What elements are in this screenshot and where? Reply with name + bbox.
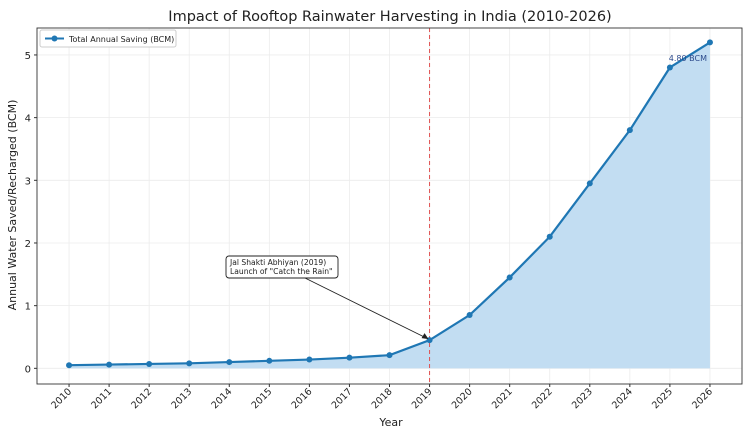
data-point xyxy=(386,352,393,359)
y-tick-label: 5 xyxy=(25,51,31,62)
x-tick-label: 2019 xyxy=(410,386,435,411)
data-point xyxy=(626,127,633,134)
data-point xyxy=(666,64,673,71)
x-tick-label: 2023 xyxy=(570,386,595,411)
data-point xyxy=(346,354,353,361)
data-point xyxy=(586,180,593,187)
x-tick-label: 2015 xyxy=(250,386,275,411)
x-tick-label: 2014 xyxy=(210,386,235,411)
x-axis-label: Year xyxy=(378,416,403,429)
data-point xyxy=(186,360,193,367)
x-tick-label: 2024 xyxy=(610,386,635,411)
y-tick-label: 3 xyxy=(25,176,31,187)
y-tick-label: 0 xyxy=(25,364,31,375)
y-axis-label: Annual Water Saved/Recharged (BCM) xyxy=(6,100,19,311)
x-tick-label: 2018 xyxy=(370,386,395,411)
x-tick-label: 2022 xyxy=(530,386,555,411)
x-tick-label: 2012 xyxy=(129,386,154,411)
x-tick-label: 2013 xyxy=(169,386,194,411)
data-point xyxy=(106,361,113,368)
data-point xyxy=(306,356,313,363)
annotation-text: Launch of "Catch the Rain" xyxy=(230,267,333,276)
x-tick-label: 2011 xyxy=(89,386,114,411)
annotation-arrow xyxy=(304,277,427,339)
x-tick-label: 2025 xyxy=(650,386,675,411)
x-tick-label: 2010 xyxy=(49,386,74,411)
data-point xyxy=(466,312,473,319)
data-point xyxy=(66,362,73,369)
x-tick-label: 2017 xyxy=(330,386,355,411)
annotation-box xyxy=(225,255,339,279)
x-tick-label: 2026 xyxy=(690,386,715,411)
arrow-head-icon xyxy=(421,333,429,340)
x-tick-label: 2020 xyxy=(450,386,475,411)
legend-marker-icon xyxy=(51,35,58,42)
data-label: 4.80 BCM xyxy=(669,54,707,63)
chart-title: Impact of Rooftop Rainwater Harvesting i… xyxy=(168,9,611,25)
x-tick-label: 2016 xyxy=(290,386,315,411)
y-tick-label: 2 xyxy=(25,239,31,250)
data-point xyxy=(506,274,513,281)
y-tick-label: 4 xyxy=(25,114,31,125)
annotation-text: Jal Shakti Abhiyan (2019) xyxy=(229,258,326,267)
data-point xyxy=(226,359,233,366)
data-point xyxy=(266,357,273,364)
legend: Total Annual Saving (BCM) xyxy=(39,29,177,48)
data-point xyxy=(546,233,553,240)
area-fill xyxy=(69,42,710,369)
plot-frame xyxy=(36,27,743,385)
legend-label: Total Annual Saving (BCM) xyxy=(68,35,174,44)
x-tick-label: 2021 xyxy=(490,386,515,411)
data-point xyxy=(146,360,153,367)
data-point xyxy=(706,39,713,46)
y-tick-label: 1 xyxy=(25,302,31,313)
